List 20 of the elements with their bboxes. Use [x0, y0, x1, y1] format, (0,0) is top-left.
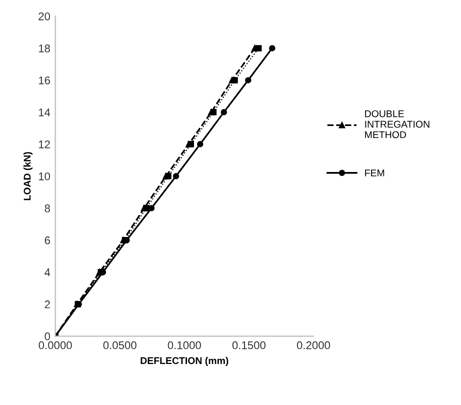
y-tick-label: 6: [44, 236, 50, 244]
x-tick-label: 0.0000: [38, 341, 72, 350]
y-tick-label: 20: [38, 12, 50, 20]
legend-label: DOUBLE INTREGATION METHOD: [365, 110, 430, 138]
y-tick-label: 12: [38, 140, 50, 148]
x-tick-label: 0.1500: [232, 341, 266, 350]
x-axis-title: DEFLECTION (mm): [140, 356, 228, 366]
y-tick-label: 16: [38, 76, 50, 84]
x-tick-label: 0.1000: [168, 341, 201, 350]
y-tick-label: 4: [44, 268, 50, 276]
y-tick-label: 14: [38, 108, 50, 116]
y-axis-title: LOAD (kN): [23, 152, 33, 200]
legend-label: FEM: [365, 170, 384, 176]
x-tick-label: 0.2000: [296, 341, 330, 350]
y-tick-label: 18: [38, 44, 50, 52]
y-tick-label: 2: [44, 300, 50, 308]
y-tick-label: 8: [44, 204, 50, 212]
y-tick-label: 0: [44, 332, 50, 340]
y-tick-label: 10: [38, 172, 50, 180]
x-tick-label: 0.0500: [103, 341, 136, 350]
